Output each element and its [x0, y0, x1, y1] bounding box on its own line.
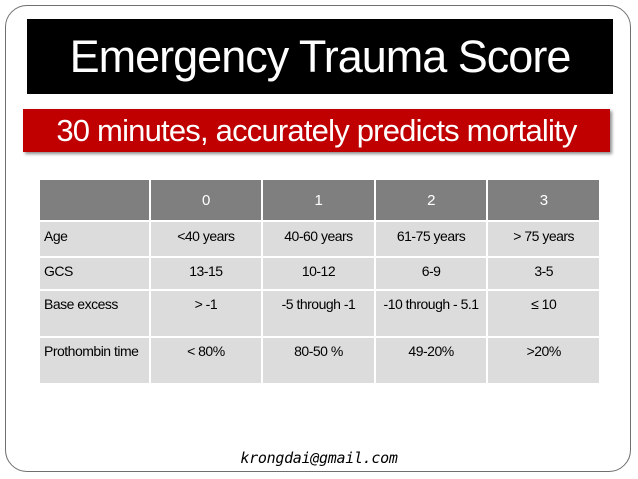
table-cell: 10-12 [263, 258, 374, 289]
table-cell: 61-75 years [375, 222, 487, 256]
slide-title: Emergency Trauma Score [27, 19, 613, 94]
table-cell: > -1 [150, 291, 262, 336]
header-cell-2: 2 [375, 180, 487, 220]
row-label-prothombin-time: Prothombin time [40, 338, 149, 383]
table-row: GCS 13-15 10-12 6-9 3-5 [40, 258, 599, 289]
table-cell: >20% [488, 338, 599, 383]
row-label-age: Age [40, 222, 149, 256]
table-cell: 13-15 [150, 258, 262, 289]
table-row: Base excess > -1 -5 through -1 -10 throu… [40, 291, 599, 336]
header-cell-1: 1 [263, 180, 374, 220]
table-cell: < 80% [150, 338, 262, 383]
row-label-base-excess: Base excess [40, 291, 149, 336]
table-cell: > 75 years [488, 222, 599, 256]
table-cell: 49-20% [375, 338, 487, 383]
table-cell: 40-60 years [263, 222, 374, 256]
header-cell-0: 0 [150, 180, 262, 220]
table-cell: 80-50 % [263, 338, 374, 383]
table-row: Prothombin time < 80% 80-50 % 49-20% >20… [40, 338, 599, 383]
header-cell-empty [40, 180, 149, 220]
slide-subtitle: 30 minutes, accurately predicts mortalit… [23, 109, 610, 152]
table-cell: -10 through - 5.1 [375, 291, 487, 336]
header-cell-3: 3 [488, 180, 599, 220]
table-header-row: 0 1 2 3 [40, 180, 599, 220]
row-label-gcs: GCS [40, 258, 149, 289]
table-cell: 6-9 [375, 258, 487, 289]
score-table: 0 1 2 3 Age <40 years 40-60 years 61-75 … [38, 178, 601, 385]
table-cell: 3-5 [488, 258, 599, 289]
table-cell: ≤ 10 [488, 291, 599, 336]
table-row: Age <40 years 40-60 years 61-75 years > … [40, 222, 599, 256]
table-cell: -5 through -1 [263, 291, 374, 336]
table-cell: <40 years [150, 222, 262, 256]
footer-email: krongdai@gmail.com [240, 449, 398, 467]
